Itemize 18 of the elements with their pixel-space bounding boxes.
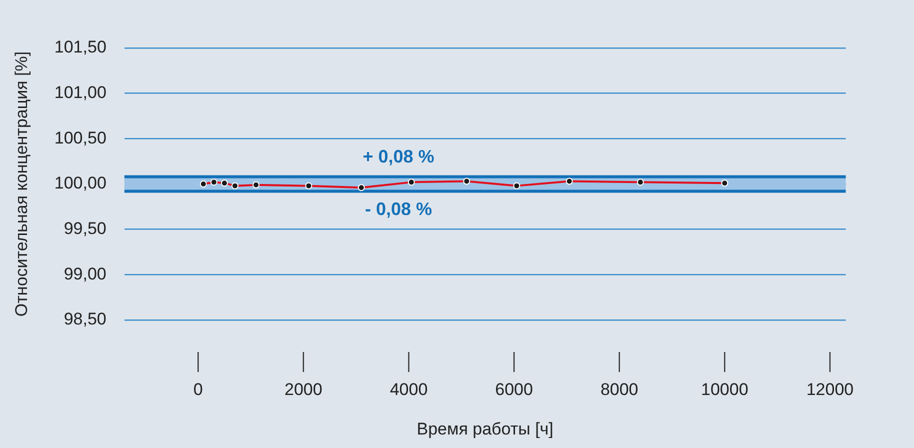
y-tick-label: 99,00: [64, 264, 106, 284]
x-tick-label: 0: [193, 380, 203, 399]
y-tick-label: 100,50: [54, 128, 106, 148]
x-tick-label: 10000: [701, 380, 748, 399]
x-tick-label: 12000: [806, 380, 854, 399]
y-tick-label: 100,00: [54, 174, 106, 193]
y-tick-label: 99,50: [64, 219, 106, 238]
annotation: + 0,08 %: [362, 146, 434, 167]
x-tick-label: 8000: [600, 380, 638, 399]
y-tick-label: 101,50: [54, 38, 106, 57]
y-tick-label: 101,00: [54, 83, 106, 102]
x-tick-label: 6000: [495, 380, 533, 399]
y-axis-title: Относительная концентрация [%]: [12, 51, 31, 317]
annotation: - 0,08 %: [364, 199, 432, 220]
x-axis-title: Время работы [ч]: [416, 419, 554, 438]
x-tick-label: 4000: [390, 380, 428, 399]
x-tick-label: 2000: [284, 380, 322, 399]
y-tick-label: 98,50: [64, 310, 106, 329]
